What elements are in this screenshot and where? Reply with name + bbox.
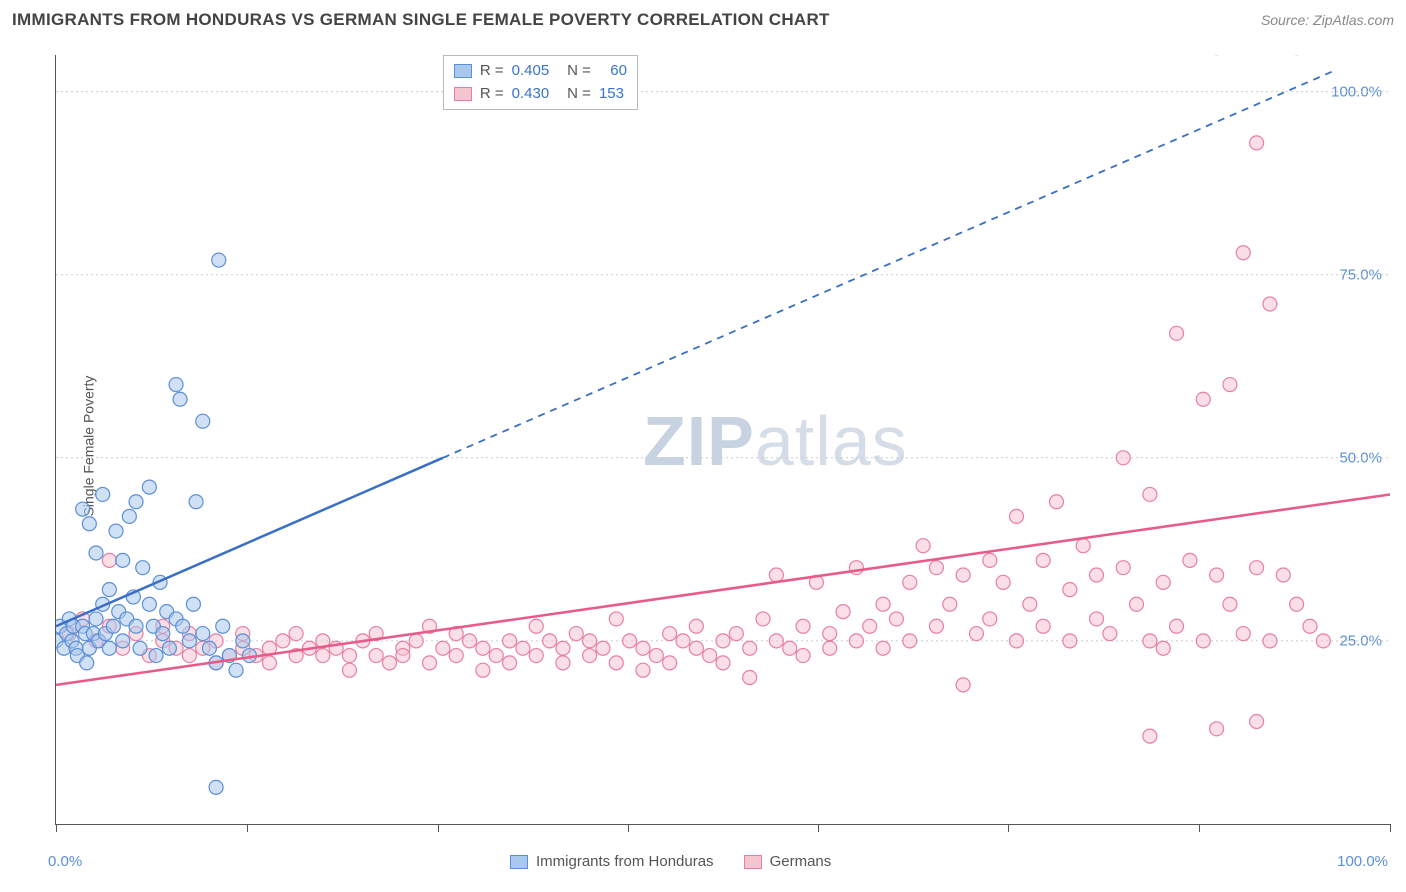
x-min-label: 0.0% [48, 853, 82, 870]
x-tick [56, 824, 57, 832]
legend-label-blue: Immigrants from Honduras [536, 853, 714, 870]
legend-label-pink: Germans [770, 853, 832, 870]
swatch-pink-icon [454, 87, 472, 101]
source-name: ZipAtlas.com [1313, 12, 1394, 28]
header-bar: IMMIGRANTS FROM HONDURAS VS GERMAN SINGL… [12, 10, 1394, 30]
n-label: N = [567, 60, 591, 83]
x-tick [1199, 824, 1200, 832]
x-max-label: 100.0% [1337, 853, 1388, 870]
blue-r-value: 0.405 [512, 60, 550, 83]
blue-n-value: 60 [599, 60, 627, 83]
x-tick [818, 824, 819, 832]
chart-title: IMMIGRANTS FROM HONDURAS VS GERMAN SINGL… [12, 10, 830, 30]
swatch-blue-icon [454, 64, 472, 78]
pink-n-value: 153 [599, 83, 624, 106]
plot-area: ZIPatlas R = 0.405 N = 60 R = 0.430 N = … [55, 55, 1390, 825]
x-tick [247, 824, 248, 832]
legend-swatch-blue-icon [510, 855, 528, 869]
n-label-2: N = [567, 83, 591, 106]
legend-swatch-pink-icon [744, 855, 762, 869]
x-tick [1008, 824, 1009, 832]
series-legend: Immigrants from Honduras Germans [510, 853, 831, 870]
source-prefix: Source: [1261, 12, 1313, 28]
correlation-legend: R = 0.405 N = 60 R = 0.430 N = 153 [443, 55, 638, 110]
legend-item-pink: Germans [744, 853, 832, 870]
pink-r-value: 0.430 [512, 83, 550, 106]
legend-item-blue: Immigrants from Honduras [510, 853, 714, 870]
x-tick [1390, 824, 1391, 832]
x-tick [438, 824, 439, 832]
chart-svg [56, 55, 1390, 824]
x-tick [628, 824, 629, 832]
source-attribution: Source: ZipAtlas.com [1261, 12, 1394, 28]
r-label-2: R = [480, 83, 504, 106]
r-label: R = [480, 60, 504, 83]
